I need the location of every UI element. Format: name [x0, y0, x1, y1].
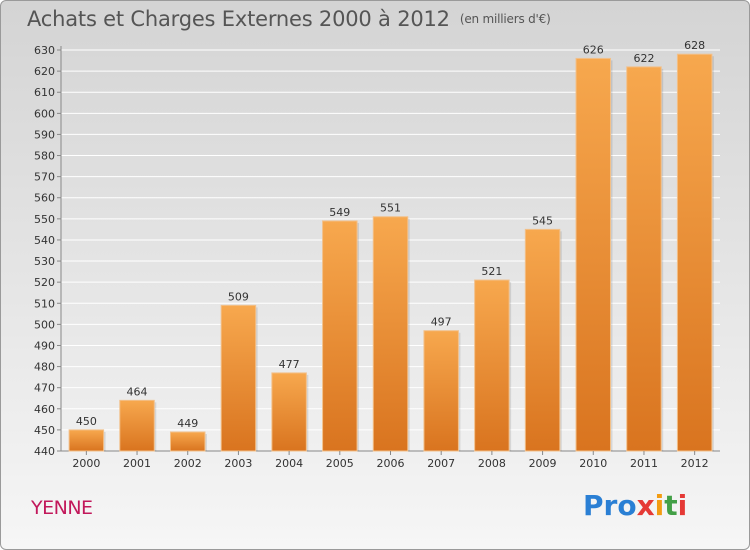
x-tick-label: 2001: [123, 457, 151, 470]
chart-title-text: Achats et Charges Externes 2000 à 2012: [27, 7, 450, 31]
bar: [524, 228, 561, 452]
x-tick-label: 2000: [72, 457, 100, 470]
x-tick-label: 2010: [579, 457, 607, 470]
y-tick-label: 490: [34, 339, 55, 352]
bar: [372, 216, 409, 452]
x-tick-label: 2008: [478, 457, 506, 470]
y-tick-label: 510: [34, 297, 55, 310]
chart-unit: (en milliers d'€): [459, 12, 551, 26]
x-tick-label: 2006: [377, 457, 405, 470]
y-tick-label: 560: [34, 192, 55, 205]
bar: [169, 431, 206, 452]
y-tick-label: 460: [34, 403, 55, 416]
y-tick-label: 450: [34, 424, 55, 437]
y-tick-label: 610: [34, 86, 55, 99]
bar-value-label: 477: [279, 358, 300, 371]
bar-value-label: 549: [329, 206, 350, 219]
x-tick-label: 2012: [681, 457, 709, 470]
x-tick-label: 2003: [224, 457, 252, 470]
bar-value-label: 551: [380, 202, 401, 215]
y-tick-label: 500: [34, 318, 55, 331]
y-tick-label: 470: [34, 382, 55, 395]
bar: [676, 53, 713, 452]
chart-title: Achats et Charges Externes 2000 à 2012 (e…: [27, 7, 551, 31]
proxiti-logo: Proxiti: [583, 489, 688, 522]
bar-value-label: 464: [127, 385, 148, 398]
bar-value-label: 449: [177, 417, 198, 430]
y-tick-label: 550: [34, 213, 55, 226]
y-tick-label: 540: [34, 234, 55, 247]
bar-value-label: 628: [684, 39, 705, 52]
bar: [575, 57, 612, 452]
x-tick-label: 2002: [174, 457, 202, 470]
y-tick-label: 580: [34, 150, 55, 163]
y-tick-label: 570: [34, 171, 55, 184]
bar: [474, 279, 510, 452]
y-tick-label: 600: [34, 107, 55, 120]
city-name: YENNE: [31, 497, 93, 519]
x-tick-label: 2004: [275, 457, 303, 470]
bar: [220, 304, 257, 452]
bar: [271, 372, 307, 452]
y-tick-label: 520: [34, 276, 55, 289]
bar-value-label: 545: [532, 214, 553, 227]
x-tick-label: 2011: [630, 457, 658, 470]
bar-value-label: 521: [481, 265, 502, 278]
bar: [119, 399, 155, 452]
x-tick-label: 2007: [427, 457, 455, 470]
x-tick-label: 2009: [529, 457, 557, 470]
y-tick-label: 630: [34, 44, 55, 57]
bar: [322, 220, 358, 452]
bar: [68, 429, 105, 452]
bar: [423, 330, 459, 452]
x-tick-label: 2005: [326, 457, 354, 470]
bar-value-label: 622: [633, 52, 654, 65]
y-tick-label: 530: [34, 255, 55, 268]
bar-value-label: 450: [76, 415, 97, 428]
bar: [626, 66, 662, 452]
y-tick-label: 620: [34, 65, 55, 78]
bar-value-label: 497: [431, 316, 452, 329]
y-tick-label: 480: [34, 361, 55, 374]
bar-value-label: 509: [228, 290, 249, 303]
y-tick-label: 590: [34, 128, 55, 141]
y-tick-label: 440: [34, 445, 55, 458]
bar-value-label: 626: [583, 43, 604, 56]
